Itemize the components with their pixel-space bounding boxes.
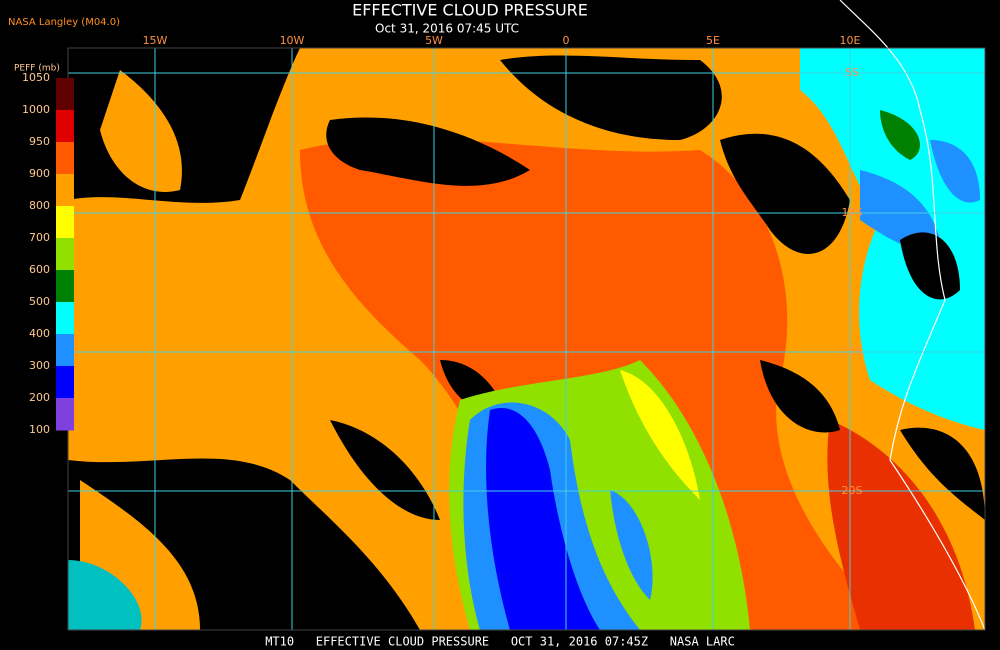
colorbar-segment [56,206,74,239]
colorbar-tick-label: 300 [29,359,50,372]
colorbar-segment [56,78,74,111]
longitude-label: 10E [840,34,861,47]
cloud-layer [68,560,142,630]
clear-sky [500,55,722,140]
clear-sky [330,420,440,520]
cloud-layer [100,70,182,192]
colorbar-segment [56,238,74,271]
footer: MT10 EFFECTIVE CLOUD PRESSURE OCT 31, 20… [265,635,735,649]
cloud-layer [568,239,760,353]
longitude-label: 5E [706,34,720,47]
colorbar-tick-label: 950 [29,135,50,148]
colorbar-tick-label: 200 [29,391,50,404]
colorbar-tick-label: 800 [29,199,50,212]
cloud-layer [860,170,940,249]
longitude-label: 5W [425,34,443,47]
latitude-label: 10S [842,206,863,219]
colorbar-segment [56,142,74,175]
clear-sky [760,360,840,433]
latitude-label: 20S [842,484,863,497]
title: EFFECTIVE CLOUD PRESSURE [352,1,588,20]
colorbar-tick-label: 400 [29,327,50,340]
colorbar-tick-label: 600 [29,263,50,276]
clear-sky [720,133,850,254]
cloud-layer [620,370,700,500]
source-label: NASA Langley (M04.0) [8,17,120,28]
colorbar-segment [56,398,74,431]
colorbar-tick-label: 900 [29,167,50,180]
longitude-label: 0 [563,34,570,47]
latitude-label: 5S [845,66,859,79]
colorbar-tick-label: 1000 [22,103,50,116]
longitude-label: 10W [280,34,305,47]
colorbar-segment [56,270,74,303]
cloud-layer [486,408,600,630]
colorbar-segment [56,366,74,399]
longitude-label: 15W [143,34,168,47]
clear-sky [900,232,960,300]
cloud-imagery [68,0,986,631]
cloud-layer [610,490,653,600]
graticule: 15W 10W 5W 0 5E 10E 5S 10S 15S 20S [68,34,985,630]
colorbar-segment [56,334,74,367]
clear-sky [900,427,985,520]
colorbar: 1050 1000 950 900 800 700 600 500 400 300 200 100 [22,71,74,436]
colorbar-tick-label: 500 [29,295,50,308]
cloud-layer [880,110,920,160]
colorbar-label: PEFF (mb) [14,64,60,74]
latitude-label: 15S [842,345,863,358]
cloud-layer [930,140,980,203]
cloud-layer [827,420,975,630]
coastline [839,0,986,631]
cloud-layer [330,55,520,101]
colorbar-segment [56,110,74,143]
colorbar-segment [56,174,74,207]
colorbar-segment [56,302,74,335]
clear-sky [326,117,530,186]
colorbar-tick-label: 1050 [22,71,50,84]
colorbar-tick-label: 100 [29,423,50,436]
subtitle: Oct 31, 2016 07:45 UTC [375,22,519,36]
colorbar-tick-label: 700 [29,231,50,244]
